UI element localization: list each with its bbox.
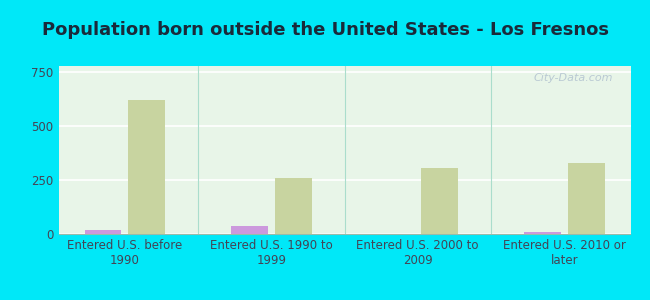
Bar bbox=[421, 168, 458, 234]
Bar bbox=[568, 163, 604, 234]
Bar bbox=[84, 230, 121, 234]
Text: City-Data.com: City-Data.com bbox=[534, 73, 614, 83]
Text: Population born outside the United States - Los Fresnos: Population born outside the United State… bbox=[42, 21, 608, 39]
Bar bbox=[275, 178, 311, 234]
Bar bbox=[524, 232, 560, 234]
Bar bbox=[129, 100, 165, 234]
Bar bbox=[231, 226, 268, 234]
